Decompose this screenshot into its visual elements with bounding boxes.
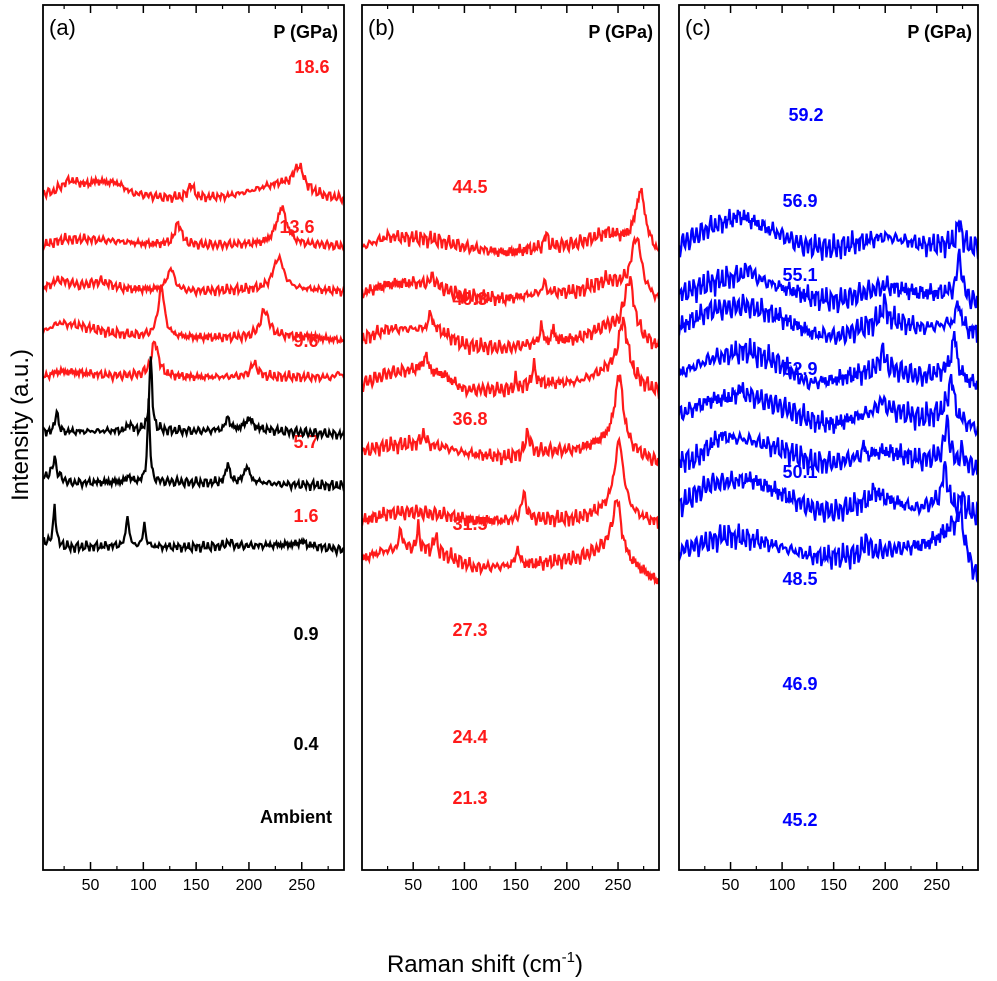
pressure-label: 48.5: [782, 569, 817, 589]
pressure-label: 24.4: [452, 727, 487, 747]
x-tick-label: 150: [820, 877, 847, 894]
spectrum-line-44.5: [362, 187, 659, 258]
x-axis-title-superscript: -1: [562, 949, 575, 966]
spectrum-line-45.2: [679, 506, 978, 583]
spectrum-line-50.1: [679, 373, 978, 438]
pressure-label: 21.3: [452, 788, 487, 808]
spectrum-line-40.3: [362, 234, 659, 308]
spectrum-line-56.9: [679, 248, 978, 314]
x-tick-label: 100: [451, 877, 478, 894]
x-tick-label: 200: [872, 877, 899, 894]
pressure-label: 59.2: [788, 105, 823, 125]
pressure-label: 52.9: [782, 359, 817, 379]
spectrum-line-1.6: [43, 340, 344, 385]
pressure-label: 46.9: [782, 674, 817, 694]
spectrum-line-24.4: [362, 435, 659, 529]
pressure-label: 13.6: [279, 217, 314, 237]
spectrum-line-46.9: [679, 461, 978, 526]
pressure-label: 36.8: [452, 409, 487, 429]
pressure-label: 55.1: [782, 265, 817, 285]
x-axis-title-main: Raman shift (cm: [387, 951, 562, 978]
pressure-label: 1.6: [293, 506, 318, 526]
pressure-label: 18.6: [294, 57, 329, 77]
y-axis-title: Intensity (a.u.): [7, 349, 34, 501]
pressure-label: 40.3: [452, 289, 487, 309]
x-tick-label: 50: [404, 877, 422, 894]
x-tick-label: 250: [288, 877, 315, 894]
spectrum-line-55.1: [679, 293, 978, 347]
panel-frame: [361, 4, 660, 871]
x-tick-label: 50: [82, 877, 100, 894]
x-axis-title: Raman shift (cm-1): [387, 949, 583, 978]
spectrum-line-21.3: [362, 498, 659, 586]
spectrum-line-Ambient: [43, 503, 344, 559]
x-tick-label: 200: [236, 877, 263, 894]
spectrum-line-27.3: [362, 374, 659, 467]
pressure-label: 0.4: [293, 734, 318, 754]
panel-frame: [678, 4, 979, 871]
panel-frame: [42, 4, 345, 871]
panel-tag: (c): [685, 15, 711, 40]
x-tick-label: 250: [605, 877, 632, 894]
x-tick-label: 100: [130, 877, 157, 894]
pressure-label: Ambient: [260, 807, 332, 827]
pressure-label: 5.7: [293, 432, 318, 452]
pressure-label: 0.9: [293, 624, 318, 644]
x-tick-label: 200: [553, 877, 580, 894]
pressure-label: 56.9: [782, 191, 817, 211]
x-tick-label: 250: [923, 877, 950, 894]
pressure-header: P (GPa): [907, 22, 972, 42]
spectrum-line-5.7: [43, 284, 344, 346]
spectrum-line-31.5: [362, 316, 659, 400]
x-tick-label: 50: [722, 877, 740, 894]
spectrum-line-0.4: [43, 398, 344, 494]
spectrum-line-18.6: [43, 162, 344, 206]
pressure-label: 45.2: [782, 810, 817, 830]
spectrum-line-52.9: [679, 330, 978, 391]
pressure-header: P (GPa): [588, 22, 653, 42]
x-tick-label: 150: [183, 877, 210, 894]
spectrum-line-9.6: [43, 252, 344, 299]
spectrum-line-48.5: [679, 414, 978, 476]
spectrum-line-13.6: [43, 205, 344, 253]
panel-tag: (b): [368, 15, 395, 40]
pressure-label: 44.5: [452, 177, 487, 197]
pressure-label: 27.3: [452, 620, 487, 640]
spectrum-line-0.9: [43, 356, 344, 442]
x-tick-label: 100: [769, 877, 796, 894]
pressure-header: P (GPa): [273, 22, 338, 42]
x-axis-title-close: ): [575, 951, 583, 978]
x-tick-label: 150: [502, 877, 529, 894]
panel-2: 44.540.336.831.527.324.421.350 100 150 200 2…: [361, 4, 660, 894]
panel-3: 59.256.955.152.950.148.546.945.250 100 150…: [678, 4, 979, 894]
panel-tag: (a): [49, 15, 76, 40]
spectrum-line-36.8: [362, 276, 659, 356]
spectrum-line-59.2: [679, 208, 978, 261]
